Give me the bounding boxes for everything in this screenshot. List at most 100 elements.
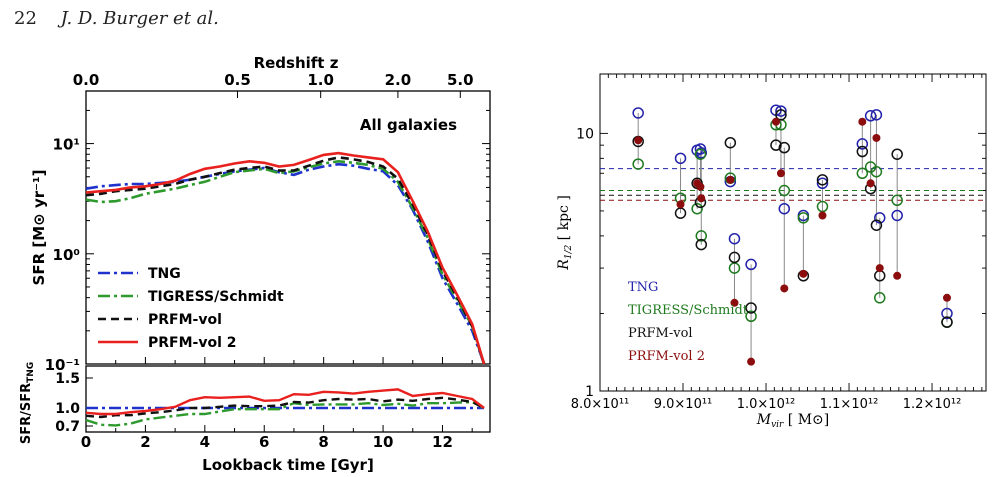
size-data-point — [776, 169, 785, 178]
size-data-point — [694, 148, 707, 160]
x-tick-label: 0 — [81, 433, 91, 451]
size-data-point — [891, 194, 903, 207]
redshift-tick-label: 5.0 — [447, 71, 474, 89]
sfr-series-line — [85, 159, 486, 365]
size-data-point — [941, 307, 953, 320]
size-y-axis-subscript: 1/2 — [564, 244, 574, 259]
size-data-point — [724, 136, 737, 149]
redshift-axis-label: Redshift z — [254, 54, 339, 72]
legend-entry: PRFM-vol 2 — [148, 335, 237, 351]
size-x-tick-label: 8.0×10¹¹ — [571, 397, 630, 412]
size-legend-entry: TNG — [628, 280, 658, 295]
size-data-point — [870, 219, 883, 231]
size-data-point — [691, 202, 703, 215]
size-data-point — [856, 145, 869, 158]
size-data-point — [778, 184, 791, 197]
size-legend-entry: TIGRESS/Schmidt — [628, 303, 749, 318]
ratio-series-line — [85, 400, 485, 427]
legend-entry: TIGRESS/Schmidt — [148, 289, 284, 305]
size-data-point — [632, 158, 644, 170]
size-y-tick-label: 1 — [585, 384, 594, 400]
size-data-point — [745, 302, 757, 314]
sfr-series-line — [85, 156, 486, 365]
x-tick-label: 6 — [259, 433, 269, 451]
size-data-point — [870, 109, 883, 121]
size-y-axis-unit: [ kpc ] — [556, 195, 572, 245]
size-data-point — [775, 105, 787, 117]
size-x-tick-label: 1.2×10¹² — [903, 397, 962, 412]
size-x-axis-unit: [ M⊙] — [783, 412, 829, 428]
size-data-point — [696, 182, 705, 191]
sfr-y-axis-label: SFR [M⊙ yr⁻¹] — [30, 170, 48, 286]
size-data-point — [770, 139, 782, 151]
ratio-series-line — [85, 396, 485, 419]
size-x-axis-label: Mvir [ M⊙] — [756, 412, 830, 430]
size-data-point — [747, 357, 756, 366]
size-data-point — [870, 165, 883, 178]
size-x-axis-subscript: vir — [771, 420, 784, 430]
redshift-tick-label: 2.0 — [385, 71, 412, 89]
size-data-point — [875, 264, 884, 273]
size-data-point — [730, 298, 739, 307]
running-authors: J. D. Burger et al. — [60, 8, 219, 29]
size-data-point — [816, 177, 829, 190]
size-data-point — [632, 107, 644, 119]
size-x-tick-label: 9.0×10¹¹ — [654, 397, 713, 412]
x-tick-label: 12 — [432, 433, 453, 451]
ratio-y-tick-label: 0.7 — [55, 419, 80, 435]
size-data-point — [797, 212, 810, 224]
size-data-point — [799, 269, 808, 278]
sfr-panel-frame — [85, 90, 491, 365]
size-legend-entry: PRFM-vol — [628, 326, 693, 341]
x-axis-label: Lookback time [Gyr] — [202, 456, 374, 474]
size-data-point — [891, 209, 903, 222]
size-data-point — [872, 133, 881, 142]
size-data-point — [775, 109, 787, 121]
size-data-point — [891, 148, 903, 160]
ratio-panel-frame — [85, 365, 491, 433]
panel-annotation: All galaxies — [360, 116, 457, 134]
size-data-point — [818, 211, 827, 220]
ratio-y-tick-label: 1.0 — [55, 401, 80, 417]
ratio-y-axis-subscript: TNG — [26, 362, 36, 383]
size-data-point — [816, 174, 829, 186]
size-data-point — [866, 179, 875, 188]
size-y-tick-label: 10 — [576, 126, 594, 142]
size-data-point — [676, 200, 685, 209]
size-data-point — [893, 271, 902, 280]
sfr-series-line — [85, 162, 486, 365]
size-data-point — [780, 284, 789, 293]
size-data-point — [778, 141, 791, 154]
size-panel-frame — [599, 73, 987, 392]
size-data-point — [695, 238, 708, 251]
size-y-axis-label: R1/2 [ kpc ] — [556, 195, 574, 271]
size-data-point — [856, 167, 869, 180]
sfr-y-tick-label: 10⁰ — [53, 246, 80, 264]
size-data-point — [856, 138, 869, 150]
size-data-point — [697, 194, 706, 203]
size-data-point — [745, 310, 757, 323]
x-tick-label: 8 — [318, 433, 328, 451]
size-data-point — [634, 136, 643, 145]
size-data-point — [745, 258, 757, 271]
sfr-y-tick-label: 10¹ — [53, 136, 80, 154]
page-number: 22 — [14, 8, 37, 29]
redshift-tick-label: 1.0 — [307, 71, 334, 89]
redshift-tick-label: 0.5 — [224, 71, 251, 89]
ratio-y-axis-label: SFR/SFRTNG — [19, 362, 36, 444]
sfr-y-tick-label: 10⁻¹ — [45, 356, 80, 374]
legend-entry: TNG — [148, 266, 181, 282]
sfr-series-line — [85, 151, 486, 365]
size-data-point — [864, 110, 877, 122]
size-data-point — [726, 175, 735, 184]
size-data-point — [728, 232, 741, 245]
page-header: 22 J. D. Burger et al. — [14, 8, 219, 29]
legend-entry: PRFM-vol — [148, 312, 222, 328]
x-tick-label: 10 — [373, 433, 394, 451]
size-x-tick-label: 1.1×10¹² — [820, 397, 879, 412]
size-data-point — [858, 117, 867, 126]
size-data-point — [728, 251, 741, 264]
size-data-point — [873, 212, 886, 224]
ratio-y-tick-label: 1.5 — [55, 371, 80, 387]
